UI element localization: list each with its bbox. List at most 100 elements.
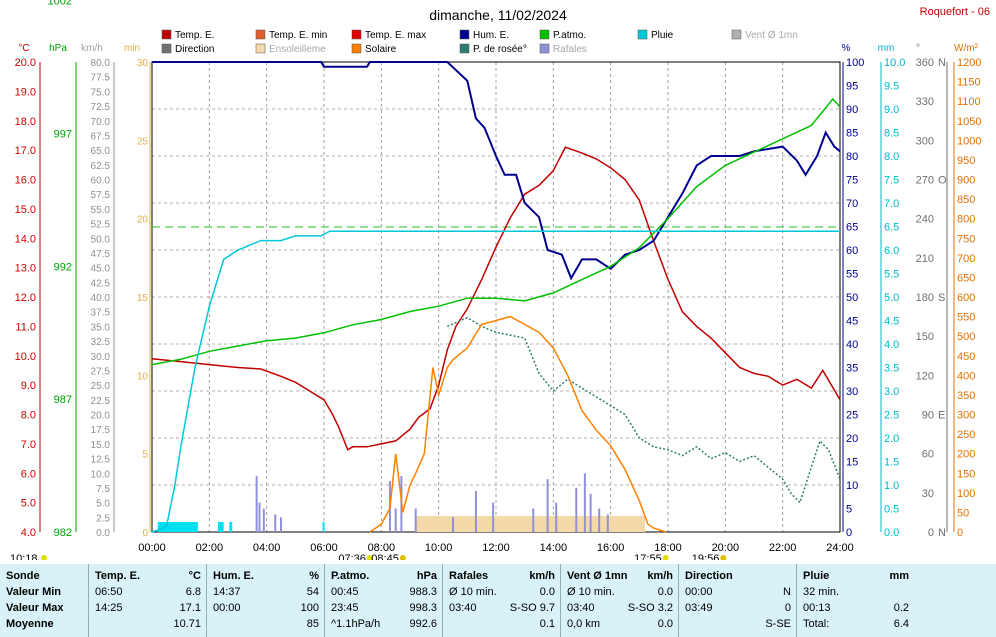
stats-header-rafales: Rafales km/h (449, 570, 555, 586)
legend-label: Temp. E. max (365, 30, 426, 41)
rain-axis-tick-label: 9.5 (884, 81, 899, 93)
stats-time: 06:50 (95, 586, 123, 598)
temp-axis-unit: °C (18, 43, 29, 54)
solar-axis-tick-label: 150 (957, 468, 975, 480)
hum-axis-tick-label: 20 (846, 433, 858, 445)
stats-time: 00:00 (685, 586, 713, 598)
inner-axis-tick-label: 10 (137, 371, 149, 382)
wind-axis-unit: km/h (81, 43, 103, 54)
wind-axis-tick-label: 10.0 (91, 469, 111, 480)
rain-axis-tick-label: 8.5 (884, 128, 899, 140)
wind-axis-tick-label: 25.0 (91, 381, 111, 392)
temp-axis-tick-label: 16.0 (15, 175, 36, 187)
chart-svg: dimanche, 11/02/2024 Roquefort - 06 Temp. … (10, 0, 990, 565)
press-axis-tick-label: 1002 (48, 0, 72, 8)
stats-value: 54 (306, 586, 319, 598)
inner-axis-tick-label: 15 (137, 293, 149, 304)
hum-axis-tick-label: 50 (846, 292, 858, 304)
legend-swatch (539, 43, 550, 54)
stats-header-pluie-label: Pluie (803, 570, 830, 582)
wind-axis-tick-label: 55.0 (91, 205, 111, 216)
rain-axis-tick-label: 6.5 (884, 222, 899, 234)
stats-cell: Ø 10 min. 0.0 (449, 586, 555, 602)
temp-axis-tick-label: 14.0 (15, 233, 36, 245)
stats-col-press: P.atmo. hPa 00:45 988.3 23:45 998.3 ^1.1hPa… (324, 564, 443, 637)
hum-axis-tick-label: 30 (846, 386, 858, 398)
stats-col-direction: Direction 00:00 N 03:49 0 S-SE (678, 564, 797, 637)
stats-header-press: P.atmo. hPa (331, 570, 437, 586)
press-axis-tick-label: 982 (54, 527, 72, 539)
stats-time: 00:45 (331, 586, 359, 598)
stats-time: 14:37 (213, 586, 241, 598)
stats-col-pluie: Pluie mm 32 min. 00:13 0.2 Total: 6.4 (796, 564, 915, 637)
x-tick-label: 06:00 (310, 542, 338, 554)
temp-axis-tick-label: 13.0 (15, 263, 36, 275)
stats-cell: 0.1 (449, 618, 555, 634)
press-axis-tick-label: 997 (54, 129, 72, 141)
inner-axis-tick-label: 25 (137, 136, 149, 147)
stats-cell: 14:25 17.1 (95, 602, 201, 618)
stats-cell: ^1.1hPa/h 992.6 (331, 618, 437, 634)
rain-axis-tick-label: 7.0 (884, 198, 899, 210)
press-axis-tick-label: 987 (54, 394, 72, 406)
dir-axis-tick-label: 30 (922, 488, 934, 500)
solar-axis-tick-label: 1100 (957, 96, 981, 108)
stats-value: 988.3 (409, 586, 437, 598)
stats-value: 0.2 (893, 602, 909, 614)
stats-cell: 00:00 N (685, 586, 791, 602)
stats-header-temp-unit: °C (188, 570, 201, 582)
stats-col-rafales: Rafales km/h Ø 10 min. 0.0 03:40 S-SO 9.7 0… (442, 564, 561, 637)
press-axis-tick-label: 992 (54, 261, 72, 273)
stats-value: 100 (300, 602, 319, 614)
legend-label: Temp. E. (175, 30, 214, 41)
hum-axis-tick-label: 10 (846, 480, 858, 492)
hum-axis-tick-label: 75 (846, 175, 858, 187)
stats-cell: Total: 6.4 (803, 618, 909, 634)
solar-axis-tick-label: 50 (957, 507, 969, 519)
stats-table: Sonde Valeur Min Valeur Max Moyenne Temp… (0, 564, 996, 637)
wind-axis-tick-label: 27.5 (91, 366, 111, 377)
wind-axis-tick-label: 17.5 (91, 425, 111, 436)
legend-label: Pluie (651, 30, 674, 41)
wind-axis-tick-label: 30.0 (91, 352, 111, 363)
chart-title: dimanche, 11/02/2024 (429, 7, 567, 23)
x-tick-label: 02:00 (196, 542, 224, 554)
stats-cell: 00:13 0.2 (803, 602, 909, 618)
inner-axis-tick-label: 5 (142, 450, 148, 461)
stats-header-rafales-unit: km/h (529, 570, 555, 582)
temp-axis-tick-label: 12.0 (15, 292, 36, 304)
rain-axis-tick-label: 6.0 (884, 245, 899, 257)
temp-axis-tick-label: 15.0 (15, 204, 36, 216)
dir-axis-unit: ° (916, 43, 920, 54)
wind-axis-tick-label: 72.5 (91, 102, 111, 113)
stats-value: S-SE (765, 618, 791, 630)
stats-value: S-SO 3.2 (627, 602, 673, 614)
inner-axis-tick-label: 30 (137, 58, 149, 69)
stats-header-rafales-label: Rafales (449, 570, 489, 582)
wind-axis-tick-label: 37.5 (91, 308, 111, 319)
hum-axis-tick-label: 35 (846, 363, 858, 375)
hum-axis-tick-label: 85 (846, 128, 858, 140)
temp-axis-tick-label: 10.0 (15, 351, 36, 363)
legend-swatch (731, 29, 742, 40)
legend-label: Rafales (553, 44, 587, 55)
solar-axis-unit: W/m² (954, 43, 979, 54)
dir-axis-tick-label: 120 (916, 370, 934, 382)
stats-value: 0.1 (539, 618, 555, 630)
rain-tick (217, 522, 224, 532)
stats-cell: 03:49 0 (685, 602, 791, 618)
solar-axis-tick-label: 350 (957, 390, 975, 402)
solar-axis-tick-label: 1200 (957, 57, 981, 69)
stats-header-press-label: P.atmo. (331, 570, 370, 582)
legend-swatch (161, 43, 172, 54)
x-tick-label: 24:00 (826, 542, 854, 554)
stats-cell: 10.71 (95, 618, 201, 634)
legend-label: Hum. E. (473, 30, 509, 41)
stats-cell: Ø 10 min. 0.0 (567, 586, 673, 602)
temp-axis-tick-label: 4.0 (21, 527, 36, 539)
legend-swatch (459, 29, 470, 40)
x-tick-label: 10:00 (425, 542, 453, 554)
dir-axis-tick-label: 210 (916, 253, 934, 265)
stats-time: 32 min. (803, 586, 840, 598)
solar-axis-tick-label: 100 (957, 488, 975, 500)
